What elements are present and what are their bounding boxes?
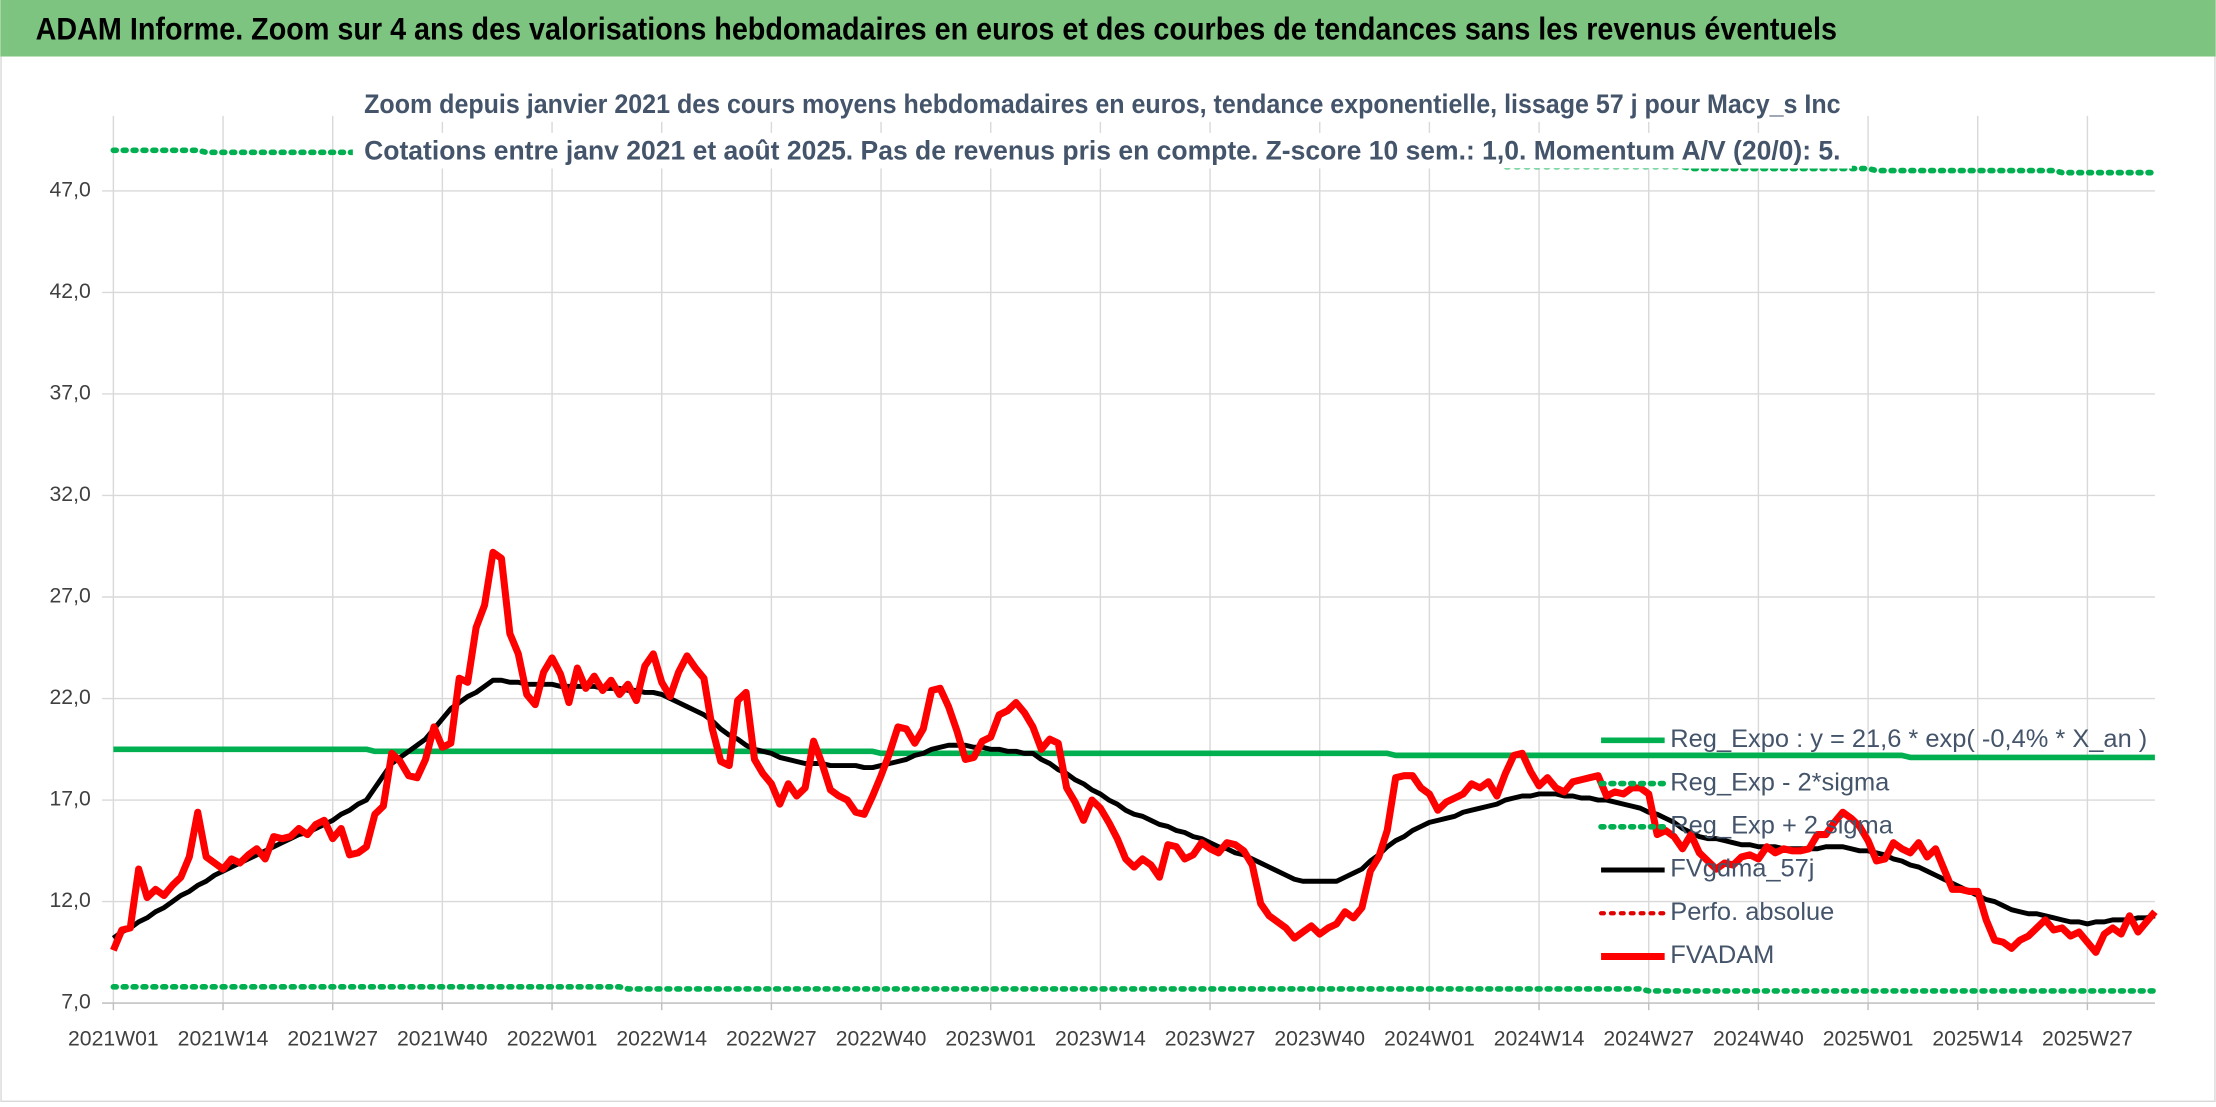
legend-label: FVgdma_57j [1670, 855, 1814, 883]
x-tick-label: 2025W14 [1932, 1027, 2023, 1050]
x-tick-label: 2024W27 [1603, 1027, 1694, 1050]
chart-title: Zoom depuis janvier 2021 des cours moyen… [364, 89, 1840, 119]
x-tick-label: 2025W27 [2042, 1027, 2133, 1050]
x-tick-label: 2024W01 [1384, 1027, 1475, 1050]
x-tick-label: 2022W40 [836, 1027, 927, 1050]
title-background [352, 132, 1852, 169]
y-tick-label: 22,0 [50, 686, 91, 709]
legend-label: Reg_Exp + 2 sigma [1670, 812, 1893, 840]
x-tick-label: 2023W14 [1055, 1027, 1146, 1050]
header-bar [0, 0, 2216, 57]
x-tick-label: 2021W14 [178, 1027, 269, 1050]
y-tick-label: 47,0 [50, 178, 91, 201]
legend-label: FVADAM [1670, 941, 1774, 969]
y-tick-label: 32,0 [50, 483, 91, 506]
series-line [110, 548, 2158, 956]
x-tick-label: 2022W01 [507, 1027, 598, 1050]
y-tick-label: 42,0 [50, 280, 91, 303]
y-tick-label: 7,0 [61, 991, 90, 1014]
legend-label: Reg_Expo : y = 21,6 * exp( -0,4% * X_an … [1670, 725, 2147, 753]
plot-area: 7,0 12,0 17,0 22,0 27,0 32,0 37,0 42,0 47,0 2021W… [50, 86, 2158, 1050]
y-tick-label: 37,0 [50, 382, 91, 405]
x-tick-label: 2023W27 [1165, 1027, 1256, 1050]
y-tick-label: 17,0 [50, 788, 91, 811]
x-tick-label: 2025W01 [1823, 1027, 1914, 1050]
y-tick-label: 27,0 [50, 585, 91, 608]
legend-label: Perfo. absolue [1670, 898, 1834, 926]
legend-label: Reg_Exp - 2*sigma [1670, 768, 1890, 796]
x-tick-label: 2021W01 [68, 1027, 159, 1050]
x-tick-label: 2023W40 [1274, 1027, 1365, 1050]
x-tick-label: 2022W14 [616, 1027, 707, 1050]
x-tick-label: 2023W01 [945, 1027, 1036, 1050]
x-tick-label: 2022W27 [726, 1027, 817, 1050]
series-line [113, 746, 2155, 761]
x-tick-label: 2021W40 [397, 1027, 488, 1050]
x-tick-label: 2024W40 [1713, 1027, 1804, 1050]
x-tick-label: 2021W27 [287, 1027, 378, 1050]
x-tick-label: 2024W14 [1494, 1027, 1585, 1050]
series-line [110, 984, 2158, 994]
y-tick-label: 12,0 [50, 889, 91, 912]
chart-subtitle: Cotations entre janv 2021 et août 2025. … [364, 136, 1840, 166]
title-background [352, 86, 1852, 122]
header-title: ADAM Informe. Zoom sur 4 ans des valoris… [36, 11, 1837, 46]
